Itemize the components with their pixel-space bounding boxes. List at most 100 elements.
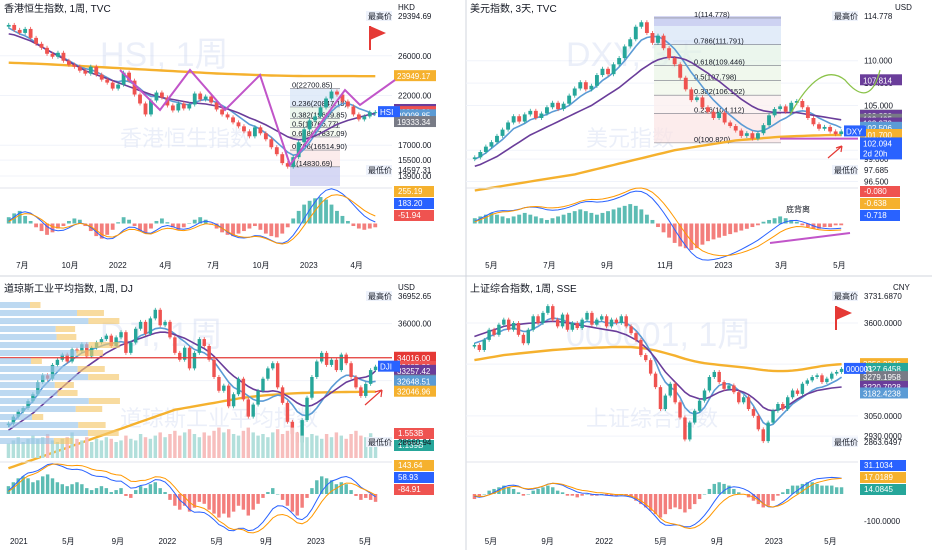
chart-panel-sse[interactable]: 上证综合指数, 1周, SSE CNY 3600.00003356.324530…: [466, 282, 911, 546]
candle-body: [789, 102, 794, 112]
candle-body: [526, 329, 531, 344]
volume-bar: [138, 434, 143, 458]
volume-bar: [339, 435, 344, 458]
macd-histogram-bar: [324, 199, 328, 224]
macd-histogram-bar: [707, 488, 712, 494]
candle-body: [653, 373, 658, 388]
x-tick-label: 2022: [595, 537, 613, 546]
candle-body: [212, 359, 216, 377]
price-tag-label: 32046.96: [397, 388, 431, 397]
macd-histogram-bar: [138, 223, 142, 232]
candle-body: [56, 52, 60, 57]
macd-histogram-bar: [290, 494, 295, 512]
candle-body: [127, 72, 132, 81]
candle-body: [335, 91, 339, 95]
macd-axis-label: -100.0000: [864, 517, 901, 526]
macd-histogram-bar: [99, 223, 104, 239]
candle-body: [604, 316, 609, 327]
macd-histogram-bar: [639, 209, 644, 224]
chart-panel-dxy[interactable]: 美元指数, 3天, TVC USD 110.000107.500105.0001…: [466, 2, 912, 270]
candle-body: [830, 373, 834, 379]
candle-body: [362, 116, 367, 120]
candle-body: [280, 387, 285, 403]
macd-histogram-bar: [683, 494, 687, 513]
macd-histogram-bar: [16, 478, 20, 494]
macd-histogram-bar: [373, 494, 378, 502]
volume-bar: [241, 430, 246, 458]
macd-histogram-bar: [828, 223, 833, 228]
candle-body: [761, 429, 765, 442]
volume-bar: [315, 435, 319, 458]
volume-profile-bar: [0, 310, 77, 316]
ma-long-line: [474, 345, 842, 373]
macd-signal-line: [8, 463, 376, 534]
volume-bar: [300, 435, 304, 458]
candle-body: [744, 133, 749, 136]
macd-histogram-bar: [99, 486, 104, 494]
volume-bar: [55, 442, 60, 458]
high-value: 114.778: [864, 12, 893, 21]
macd-histogram-bar: [783, 218, 788, 224]
macd-histogram-bar: [678, 494, 682, 510]
candle-body: [94, 66, 99, 75]
macd-tag-label: 14.0845: [864, 485, 893, 494]
candle-body: [706, 107, 710, 112]
chart-panel-dji[interactable]: 道琼斯工业平均指数, 1周, DJ USD 36000.00 34016.00 32…: [0, 282, 436, 546]
chart-panel-hsi[interactable]: 香港恒生指数, 1周, TVC HKD 26000.00 22000.00 1700…: [0, 2, 436, 270]
volume-bar: [50, 440, 55, 458]
macd-histogram-bar: [628, 204, 633, 224]
candle-body: [506, 122, 511, 130]
macd-histogram-bar: [522, 212, 527, 224]
candle-body: [158, 309, 162, 326]
candle-body: [741, 397, 746, 403]
macd-histogram-bar: [492, 488, 496, 494]
macd-tag-label: -0.638: [864, 199, 887, 208]
candle-body: [88, 66, 93, 74]
macd-histogram-bar: [251, 494, 255, 510]
fib-label: 1(114.778): [694, 10, 730, 19]
volume-profile-bar: [0, 406, 76, 412]
macd-histogram-bar: [737, 492, 741, 494]
candle-body: [794, 101, 799, 103]
candle-body: [833, 131, 838, 135]
candle-body: [570, 323, 575, 330]
y-tick-label: 96.500: [864, 178, 889, 187]
macd-tag-label: 31.1034: [864, 461, 893, 470]
candle-body: [495, 135, 499, 143]
chart-title: 香港恒生指数, 1周, TVC: [4, 2, 111, 15]
macd-histogram-bar: [570, 494, 575, 496]
macd-tag: [394, 460, 434, 471]
macd-histogram-bar: [722, 483, 726, 494]
volume-profile-bar: [53, 438, 73, 444]
candle-body: [511, 323, 516, 330]
macd-histogram-bar: [368, 494, 373, 500]
fib-label: 0.5(107.798): [694, 72, 737, 81]
candle-body: [556, 102, 561, 110]
x-tick-label: 5月: [485, 537, 497, 546]
candle-body: [368, 370, 373, 384]
candle-body: [231, 394, 236, 407]
macd-histogram-bar: [207, 494, 211, 510]
macd-histogram-bar: [198, 217, 203, 224]
symbol-tag: [378, 106, 400, 118]
macd-tag: [394, 186, 434, 197]
macd-histogram-bar: [329, 480, 334, 494]
candle-body: [222, 385, 226, 391]
macd-tag-label: 17.0189: [864, 473, 893, 482]
x-tick-label: 4月: [159, 261, 171, 270]
candle-body: [313, 116, 318, 121]
macd-histogram-bar: [158, 488, 162, 494]
macd-histogram-bar: [225, 223, 230, 235]
volume-bar: [226, 429, 231, 458]
symbol-detail-tag: [860, 137, 902, 160]
volume-bar: [217, 427, 221, 458]
candle-body: [633, 26, 638, 40]
candle-body: [197, 339, 202, 353]
price-tag: [394, 385, 436, 397]
candle-body: [702, 390, 707, 401]
macd-histogram-bar: [815, 483, 819, 494]
candle-body: [351, 106, 356, 115]
candle-body: [761, 125, 766, 134]
volume-bar: [143, 437, 148, 458]
x-tick-label: 5月: [359, 537, 371, 546]
